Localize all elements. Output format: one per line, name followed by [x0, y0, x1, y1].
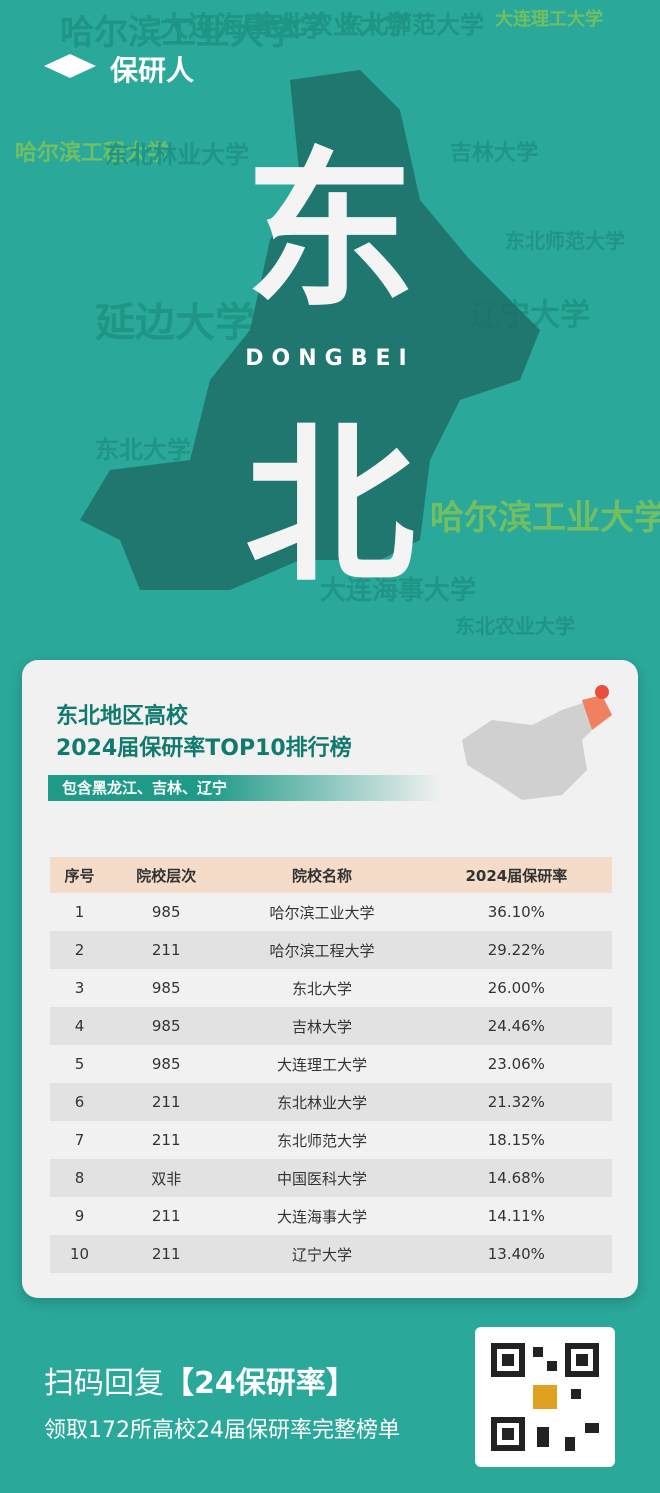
background-word: 延边大学	[95, 300, 255, 346]
background-word: 哈尔滨工业大学	[430, 498, 660, 538]
table-cell: 辽宁大学	[223, 1235, 421, 1273]
qr-code[interactable]	[475, 1327, 615, 1467]
table-row: 7 211 东北师范大学 18.15%	[50, 1121, 612, 1159]
table-cell: 211	[109, 931, 224, 969]
table-cell: 大连理工大学	[277, 1055, 368, 1074]
hero-pinyin: DONGBEI	[245, 346, 414, 371]
table-cell: 东北林业大学	[223, 1083, 421, 1121]
table-cell: 985	[109, 1007, 224, 1045]
background-word: 东北师范大学	[340, 11, 484, 39]
table-cell: 6	[50, 1083, 110, 1121]
hero-top: 东	[245, 133, 415, 331]
table-cell: 985	[151, 903, 181, 921]
footer-line1: 扫码回复【24保研率】	[44, 1358, 356, 1402]
table-cell: 211	[109, 1083, 224, 1121]
table-cell: 哈尔滨工程大学	[223, 931, 421, 969]
table-cell: 23.06%	[487, 1055, 545, 1073]
logo-icon	[44, 54, 96, 78]
table-cell: 9	[74, 1207, 85, 1225]
table-row: 3 985 东北大学 26.00%	[50, 969, 612, 1007]
background-word: 大连理工大学	[495, 9, 603, 30]
background-word: 东北林业大学	[105, 141, 249, 169]
table-cell: 36.10%	[487, 903, 545, 921]
background-word: 哈尔滨工业大学	[60, 13, 298, 53]
table-cell: 7	[74, 1131, 85, 1149]
table-header-cell: 2024届保研率	[420, 857, 612, 893]
table-cell: 13.40%	[420, 1235, 612, 1273]
table-header-cell: 院校层次	[109, 857, 224, 893]
table-cell: 211	[109, 1235, 224, 1273]
table-cell: 大连海事大学	[277, 1207, 368, 1226]
background-word: 大连海事大学	[160, 10, 329, 43]
table-row: 8 双非 中国医科大学 14.68%	[50, 1159, 612, 1197]
logo: 保研人	[110, 54, 194, 87]
table-cell: 3	[74, 979, 85, 997]
background-word: 吉林大学	[450, 141, 539, 166]
table-cell: 18.15%	[487, 1131, 545, 1149]
table-row: 2 211 哈尔滨工程大学 29.22%	[50, 931, 612, 969]
background-word: 大连海事大学	[320, 576, 477, 606]
table-header-cell: 序号	[50, 857, 110, 893]
hero-bottom: 北	[245, 408, 415, 606]
china-map	[462, 685, 612, 800]
table-cell: 29.22%	[420, 931, 612, 969]
table-header-cell: 院校名称	[223, 857, 421, 893]
card-title: 东北地区高校	[56, 704, 189, 729]
table-row: 6 211 东北林业大学 21.32%	[50, 1083, 612, 1121]
table-cell: 211	[151, 1131, 181, 1149]
table-row: 9 211 大连海事大学 14.11%	[50, 1197, 612, 1235]
background-word: 东北农业大学	[255, 11, 412, 41]
table-cell: 211	[151, 1207, 181, 1225]
table-cell: 1	[74, 903, 85, 921]
table-cell: 985	[151, 1055, 181, 1073]
hero: 保研人 东 DONGBEI 北	[44, 54, 540, 606]
footer-keyword: 【24保研率】	[164, 1366, 356, 1401]
region-map	[80, 70, 540, 590]
table-cell: 2	[50, 931, 110, 969]
ranking-table: 序号 院校层次 院校名称 2024届保研率 1 985 哈尔滨工业大学 36.10% 2 211…	[50, 857, 612, 1273]
table-cell: 14.11%	[487, 1207, 545, 1225]
table-cell: 26.00%	[487, 979, 545, 997]
table-cell: 10	[50, 1235, 110, 1273]
table-cell: 14.68%	[420, 1159, 612, 1197]
card-subtitle: 包含黑龙江、吉林、辽宁	[48, 775, 442, 801]
table-cell: 东北师范大学	[277, 1131, 368, 1150]
table-cell: 东北大学	[292, 979, 353, 998]
background-word: 东北师范大学	[505, 229, 625, 253]
background-word: 东北农业大学	[455, 614, 575, 638]
table-cell: 8	[50, 1159, 110, 1197]
footer-text: 扫码回复	[44, 1366, 164, 1401]
table-cell: 985	[151, 979, 181, 997]
table-cell: 21.32%	[420, 1083, 612, 1121]
table-row: 1 985 哈尔滨工业大学 36.10%	[50, 893, 612, 931]
table-cell: 5	[74, 1055, 85, 1073]
table-row: 10 211 辽宁大学 13.40%	[50, 1235, 612, 1273]
ranking-card: 东北地区高校 2024届保研率TOP10排行榜 包含黑龙江、吉林、辽宁 序号 院校…	[22, 660, 638, 1298]
table-cell: 吉林大学	[223, 1007, 421, 1045]
table-cell: 哈尔滨工业大学	[269, 903, 375, 922]
background-word: 哈尔滨工程大学	[15, 141, 170, 166]
card-title: 2024届保研率TOP10排行榜	[56, 736, 352, 761]
table-row: 4 985 吉林大学 24.46%	[50, 1007, 612, 1045]
table-cell: 中国医科大学	[223, 1159, 421, 1197]
table-cell: 双非	[109, 1159, 224, 1197]
table-row: 5 985 大连理工大学 23.06%	[50, 1045, 612, 1083]
footer-line2: 领取172所高校24届保研率完整榜单	[44, 1418, 400, 1443]
table-cell: 4	[50, 1007, 110, 1045]
background-word: 东北大学	[95, 436, 191, 464]
table-cell: 24.46%	[420, 1007, 612, 1045]
